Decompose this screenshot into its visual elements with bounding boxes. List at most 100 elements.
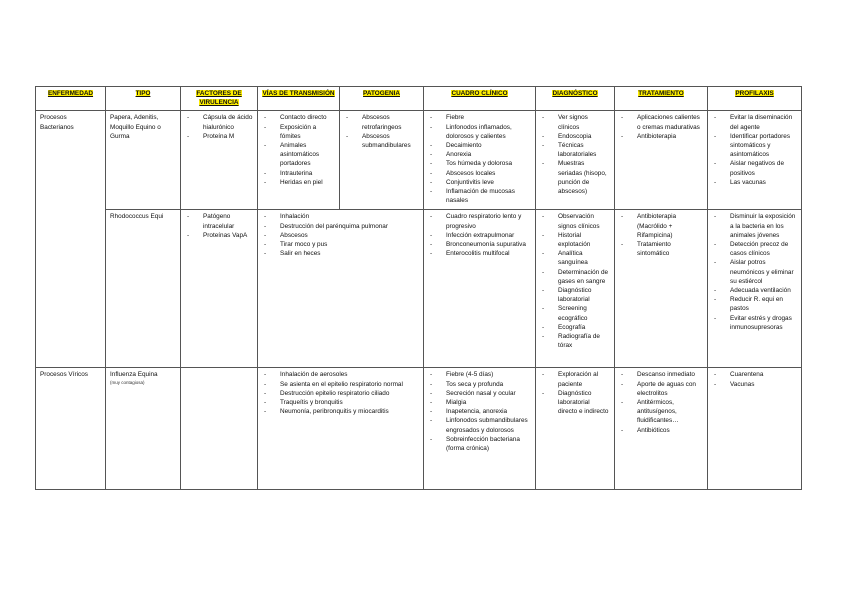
list-item: Inflamación de mucosas nasales [428, 187, 531, 205]
tratamiento-cell: Descanso inmediatoAporte de aguas con el… [614, 367, 708, 491]
list-item: Inhalación de aerosoles [262, 370, 419, 379]
tratamiento-cell: Antibioterapia (Macrólido + Rifampicina)… [614, 209, 708, 369]
list-item: Cuadro respiratorio lento y progresivo [428, 212, 531, 230]
list-item: Traqueítis y bronquitis [262, 398, 419, 407]
list-item: Cuarentena [712, 370, 797, 379]
table-row: Rhodococcus Equi Patógeno intracelularPr… [36, 209, 802, 369]
bullet-list: Cápsula de ácido hialurónicoProteína M [185, 113, 253, 141]
list-item: Aporte de aguas con electrolitos [619, 380, 703, 398]
list-item: Animales asintomáticos portadores [262, 141, 335, 169]
list-item: Tratamiento sintomático [619, 240, 703, 258]
list-item: Reducir R. equi en pastos [712, 295, 797, 313]
header-vias: VÍAS DE TRANSMISIÓN [257, 85, 340, 112]
tipo-cell: Influenza Equina (muy contagiosa) [105, 367, 181, 491]
profilaxis-cell: CuarentenaVacunas [707, 367, 802, 491]
bullet-list: Observación signos clínicosHistorial exp… [540, 212, 610, 350]
vias-cell: Contacto directoExposición a fómitesAnim… [257, 110, 340, 211]
list-item: Antibioterapia [619, 132, 703, 141]
bullet-list: Abscesos retrofaringeosAbscesos submandi… [344, 113, 419, 150]
list-item: Evitar la diseminación del agente [712, 113, 797, 131]
list-item: Decaimiento [428, 141, 531, 150]
patogenia-cell: Abscesos retrofaringeosAbscesos submandi… [339, 110, 424, 211]
profilaxis-cell: Disminuir la exposición a la bacteria en… [707, 209, 802, 369]
enfermedad-cell: Procesos Bacterianos [35, 110, 106, 369]
list-item: Inhalación [262, 212, 419, 221]
bullet-list: Cuadro respiratorio lento y progresivoIn… [428, 212, 531, 258]
list-item: Tos seca y profunda [428, 380, 531, 389]
factores-cell [180, 367, 258, 491]
header-tratamiento: TRATAMIENTO [614, 85, 708, 112]
header-row: ENFERMEDAD TIPO FACTORES DE VIRULENCIA V… [35, 85, 802, 112]
table-row: Procesos Víricos Influenza Equina (muy co… [35, 367, 802, 491]
bullet-list: FiebreLinfonodos inflamados, dolorosos y… [428, 113, 531, 205]
bullet-list: Antibioterapia (Macrólido + Rifampicina)… [619, 212, 703, 258]
bullet-list: Aplicaciones calientes o cremas madurati… [619, 113, 703, 141]
list-item: Abscesos submandibulares [344, 132, 419, 150]
bullet-list: Fiebre (4-5 días)Tos seca y profundaSecr… [428, 370, 531, 453]
list-item: Antibióticos [619, 426, 703, 435]
list-item: Historial explotación [540, 231, 610, 249]
profilaxis-cell: Evitar la diseminación del agenteIdentif… [707, 110, 802, 211]
list-item: Mialgia [428, 398, 531, 407]
cuadro-cell: Cuadro respiratorio lento y progresivoIn… [423, 209, 536, 369]
list-item: Diagnóstico laboratorial [540, 286, 610, 304]
header-factores: FACTORES DE VIRULENCIA [180, 85, 258, 112]
list-item: Determinación de gases en sangre [540, 268, 610, 286]
cuadro-cell: FiebreLinfonodos inflamados, dolorosos y… [423, 110, 536, 211]
list-item: Infección extrapulmonar [428, 231, 531, 240]
bullet-list: Descanso inmediatoAporte de aguas con el… [619, 370, 703, 435]
list-item: Endoscopia [540, 132, 610, 141]
list-item: Vacunas [712, 380, 797, 389]
list-item: Radiografía de tórax [540, 332, 610, 350]
tipo-cell: Papera, Adenitis, Moquillo Equino o Gurm… [105, 110, 181, 211]
list-item: Linfonodos inflamados, dolorosos y calie… [428, 123, 531, 141]
diagnostico-cell: Ver signos clínicosEndoscopiaTécnicas la… [535, 110, 615, 211]
bullet-list: Exploración al pacienteDiagnóstico labor… [540, 370, 610, 416]
header-cuadro: CUADRO CLÍNICO [423, 85, 536, 112]
bullet-list: Evitar la diseminación del agenteIdentif… [712, 113, 797, 187]
list-item: Linfonodos submandibulares engrosados y … [428, 416, 531, 434]
list-item: Las vacunas [712, 178, 797, 187]
list-item: Antibioterapia (Macrólido + Rifampicina) [619, 212, 703, 240]
list-item: Detección precoz de casos clínicos [712, 240, 797, 258]
diagnostico-cell: Exploración al pacienteDiagnóstico labor… [535, 367, 615, 491]
list-item: Exploración al paciente [540, 370, 610, 388]
list-item: Patógeno intracelular [185, 212, 253, 230]
list-item: Tos húmeda y dolorosa [428, 159, 531, 168]
list-item: Intrauterina [262, 169, 335, 178]
list-item: Screening ecográfico [540, 304, 610, 322]
list-item: Muestras seriadas (hisopo, punción de ab… [540, 159, 610, 196]
list-item: Sobreinfección bacteriana (forma crónica… [428, 435, 531, 453]
tipo-cell: Rhodococcus Equi [105, 209, 181, 369]
list-item: Fiebre (4-5 días) [428, 370, 531, 379]
list-item: Proteínas VapA [185, 231, 253, 240]
list-item: Ecografía [540, 323, 610, 332]
list-item: Descanso inmediato [619, 370, 703, 379]
bullet-list: Contacto directoExposición a fómitesAnim… [262, 113, 335, 187]
list-item: Contacto directo [262, 113, 335, 122]
bullet-list: CuarentenaVacunas [712, 370, 797, 389]
enfermedad-cell: Procesos Víricos [35, 367, 106, 491]
list-item: Proteína M [185, 132, 253, 141]
list-item: Técnicas laboratoriales [540, 141, 610, 159]
header-enfermedad: ENFERMEDAD [35, 85, 106, 112]
list-item: Destrucción epitelio respiratorio ciliad… [262, 389, 419, 398]
list-item: Tirar moco y pus [262, 240, 419, 249]
list-item: Evitar estrés y drogas inmunosupresoras [712, 314, 797, 332]
list-item: Exposición a fómites [262, 123, 335, 141]
list-item: Disminuir la exposición a la bacteria en… [712, 212, 797, 240]
list-item: Anorexia [428, 150, 531, 159]
list-item: Aplicaciones calientes o cremas madurati… [619, 113, 703, 131]
bullet-list: InhalaciónDestrucción del parénquima pul… [262, 212, 419, 258]
tipo-note: (muy contagiosa) [110, 379, 145, 385]
bullet-list: Ver signos clínicosEndoscopiaTécnicas la… [540, 113, 610, 196]
header-diagnostico: DIAGNÓSTICO [535, 85, 615, 112]
list-item: Aislar potros neumónicos y eliminar su e… [712, 258, 797, 286]
list-item: Abscesos [262, 231, 419, 240]
vias-patogenia-cell: InhalaciónDestrucción del parénquima pul… [257, 209, 424, 369]
list-item: Antitérmicos, antitusígenos, fluidifican… [619, 398, 703, 426]
list-item: Diagnóstico laboratorial directo e indir… [540, 389, 610, 417]
vias-patogenia-cell: Inhalación de aerosolesSe asienta en el … [257, 367, 424, 491]
bullet-list: Inhalación de aerosolesSe asienta en el … [262, 370, 419, 416]
list-item: Conjuntivitis leve [428, 178, 531, 187]
